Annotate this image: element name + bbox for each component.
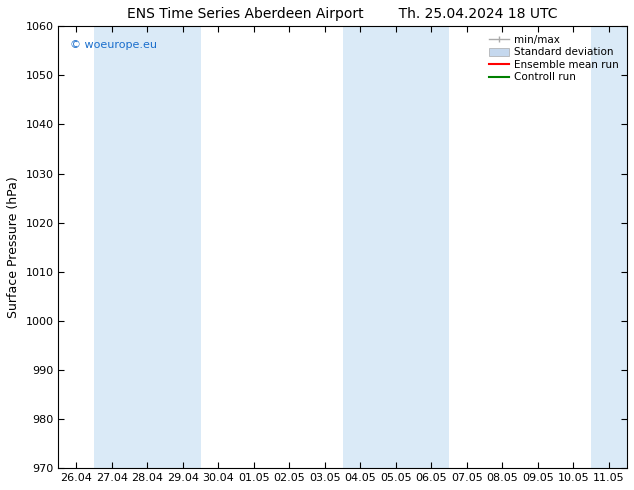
Bar xyxy=(342,26,449,468)
Bar xyxy=(591,26,634,468)
Bar xyxy=(94,26,200,468)
Y-axis label: Surface Pressure (hPa): Surface Pressure (hPa) xyxy=(7,176,20,318)
Title: ENS Time Series Aberdeen Airport        Th. 25.04.2024 18 UTC: ENS Time Series Aberdeen Airport Th. 25.… xyxy=(127,7,558,21)
Text: © woeurope.eu: © woeurope.eu xyxy=(70,40,157,49)
Legend: min/max, Standard deviation, Ensemble mean run, Controll run: min/max, Standard deviation, Ensemble me… xyxy=(486,31,621,86)
